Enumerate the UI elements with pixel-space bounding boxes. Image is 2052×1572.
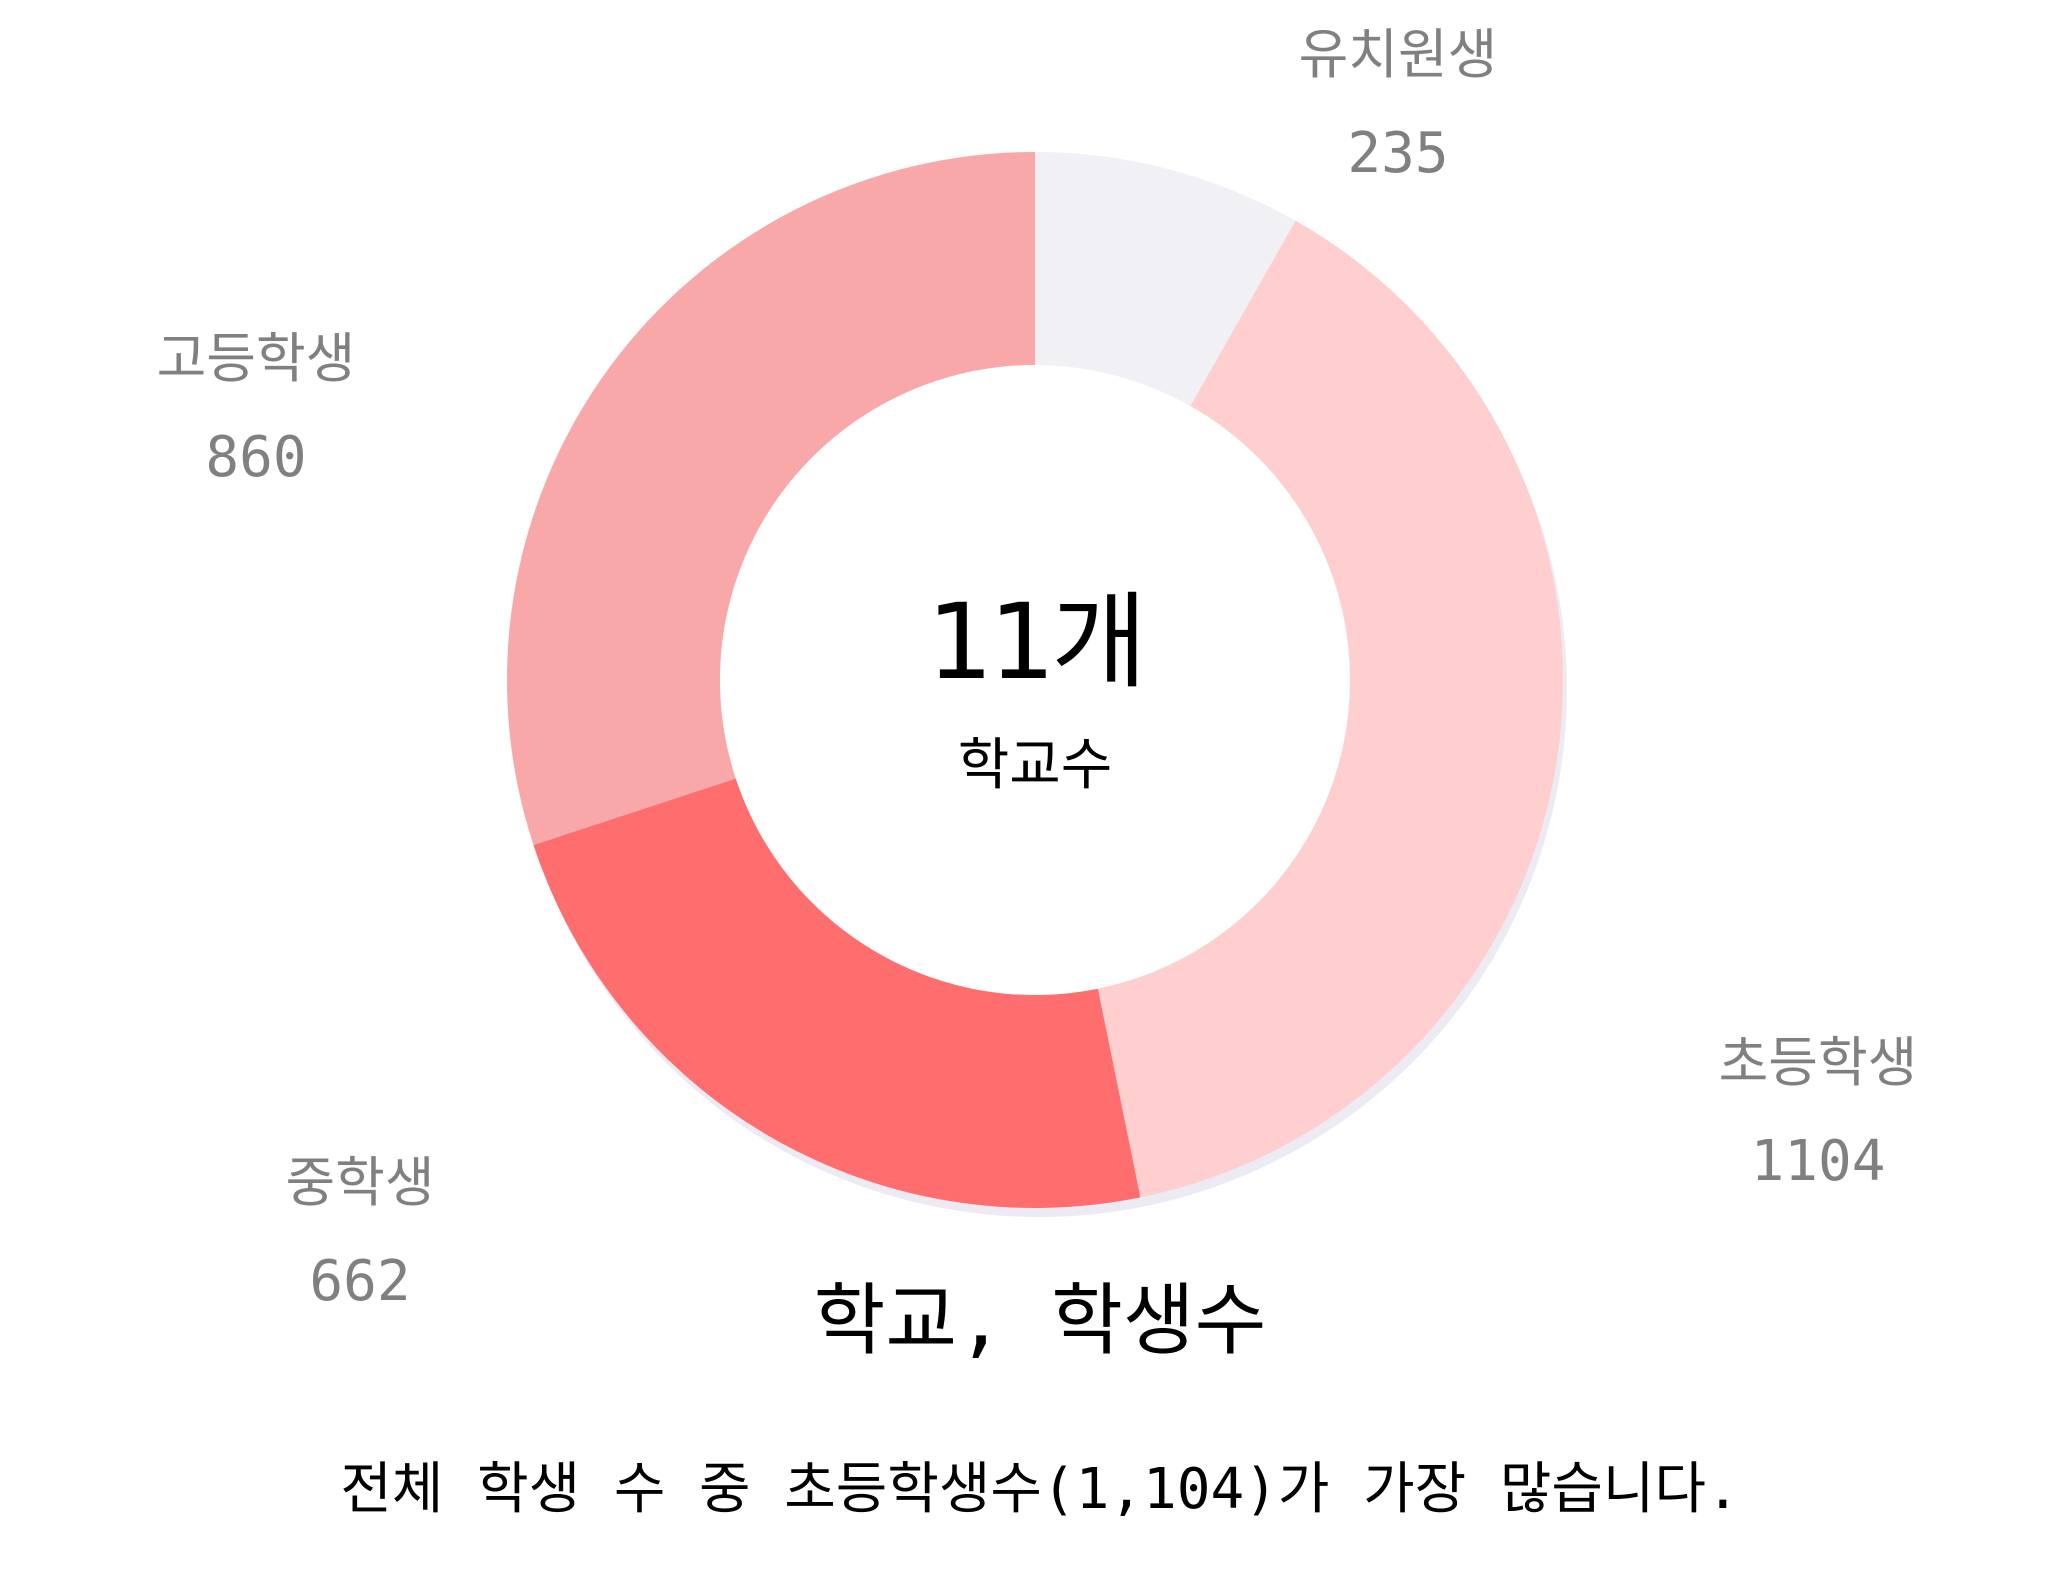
center-value: 11개 [926,581,1147,703]
slice-name-kindergarten: 유치원생 [1298,23,1498,86]
center-label: 학교수 [957,733,1113,798]
slice-name-middle: 중학생 [285,1151,435,1214]
slice-label-middle: 중학생 662 [180,1156,540,1310]
slice-value-middle: 662 [309,1249,411,1314]
chart-caption: 전체 학생 수 중 초등학생수(1,104)가 가장 많습니다. [340,1457,1740,1522]
slice-label-elementary: 초등학생 1104 [1638,1036,1998,1190]
chart-title: 학교, 학생수 [813,1276,1267,1366]
slice-value-high: 860 [205,425,307,490]
slice-elementary [1097,220,1564,1198]
slice-label-high: 고등학생 860 [76,332,436,486]
slice-value-elementary: 1104 [1750,1129,1886,1194]
slice-high [507,152,1036,846]
slice-kindergarten [1035,152,1296,407]
donut-hole [720,365,1350,995]
slice-name-high: 고등학생 [156,327,356,390]
slice-middle [533,778,1141,1209]
slice-value-kindergarten: 235 [1347,121,1449,186]
slice-name-elementary: 초등학생 [1718,1031,1918,1094]
slice-label-kindergarten: 유치원생 235 [1218,28,1578,182]
